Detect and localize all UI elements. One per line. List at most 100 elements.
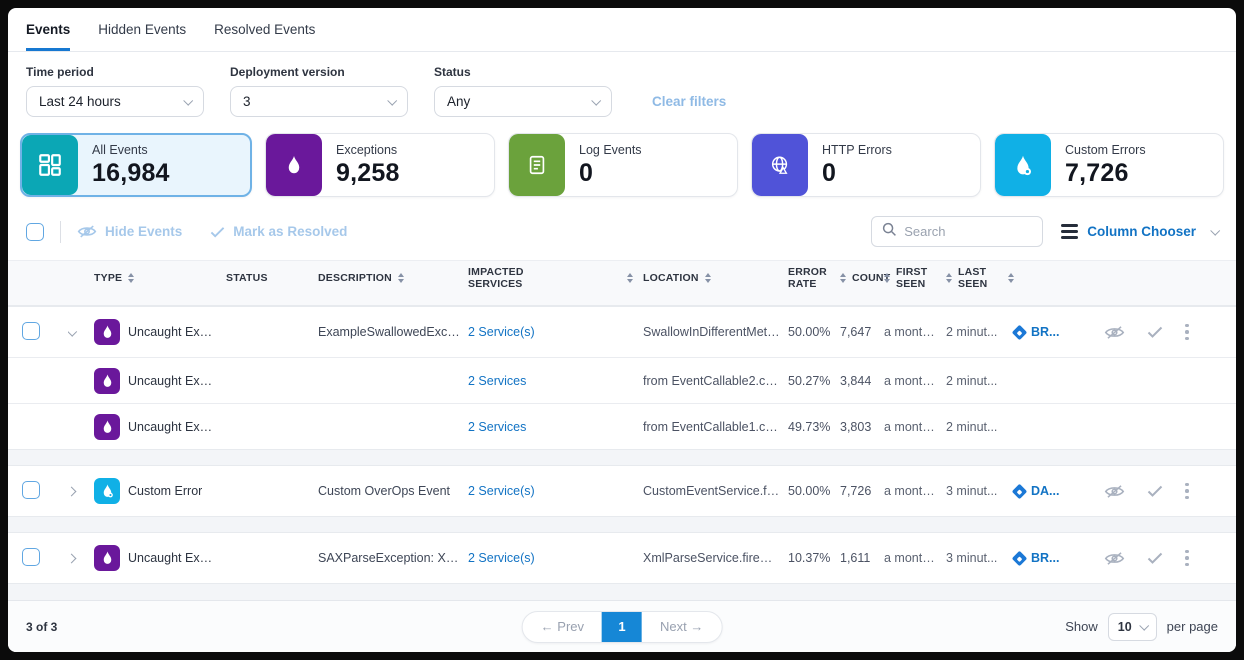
- chevron-right-icon[interactable]: [68, 553, 77, 564]
- tab-hidden-events[interactable]: Hidden Events: [98, 22, 187, 37]
- column-chooser-button[interactable]: Column Chooser: [1061, 224, 1221, 239]
- kebab-menu-icon[interactable]: [1185, 482, 1189, 500]
- pagination: ← Prev 1 Next →: [521, 610, 723, 643]
- page-size-select[interactable]: 10: [1107, 612, 1157, 641]
- column-header-impacted-services[interactable]: IMPACTED SERVICES: [468, 266, 643, 291]
- check-icon[interactable]: [1147, 326, 1163, 338]
- chevron-down-icon: [1138, 620, 1149, 631]
- hide-events-button[interactable]: Hide Events: [77, 224, 182, 239]
- page-size-value: 10: [1117, 619, 1132, 634]
- hamburger-icon: [1061, 224, 1079, 239]
- count-value: 3,803: [840, 419, 872, 434]
- sort-icon[interactable]: [128, 273, 134, 283]
- impacted-services-link[interactable]: 2 Services: [468, 419, 527, 434]
- status-filter: Status Any: [434, 65, 612, 117]
- chevron-down-icon[interactable]: [68, 326, 78, 337]
- table-subrow[interactable]: Uncaught Exce... 2 Services from EventCa…: [8, 357, 1236, 403]
- jira-icon: [1011, 483, 1028, 499]
- event-group: Uncaught Exce... SAXParseException: XML …: [8, 532, 1236, 584]
- table-row[interactable]: Uncaught Exce... SAXParseException: XML …: [8, 533, 1236, 583]
- row-checkbox[interactable]: [22, 480, 40, 499]
- sort-icon[interactable]: [627, 273, 633, 283]
- kebab-menu-icon[interactable]: [1185, 549, 1189, 567]
- flame-gear-icon: [995, 134, 1051, 196]
- card-all-events[interactable]: All Events 16,984: [20, 133, 252, 197]
- mark-resolved-button[interactable]: Mark as Resolved: [210, 224, 347, 239]
- eye-slash-icon[interactable]: [1104, 484, 1125, 499]
- exception-type-icon: [94, 367, 120, 394]
- eye-slash-icon[interactable]: [1104, 551, 1125, 566]
- event-location: XmlParseService.fireEv...: [643, 551, 784, 565]
- time-period-select[interactable]: Last 24 hours: [26, 86, 204, 117]
- event-type-label: Uncaught Exce...: [128, 325, 218, 339]
- status-label: Status: [434, 65, 471, 79]
- sort-icon[interactable]: [1008, 273, 1014, 283]
- sort-icon[interactable]: [946, 273, 952, 283]
- row-checkbox[interactable]: [22, 321, 40, 340]
- jira-ticket-link[interactable]: DA...: [1011, 483, 1084, 499]
- next-page-button[interactable]: Next →: [660, 618, 704, 634]
- count-value: 1,611: [840, 551, 871, 565]
- column-header-first-seen[interactable]: FIRST SEEN: [884, 266, 946, 291]
- tab-events[interactable]: Events: [26, 22, 71, 51]
- card-custom-errors[interactable]: Custom Errors 7,726: [994, 133, 1224, 197]
- exception-type-icon: [94, 545, 120, 571]
- sort-icon[interactable]: [884, 273, 890, 283]
- last-seen-value: 3 minut...: [946, 551, 998, 565]
- column-header-location[interactable]: LOCATION: [643, 272, 788, 285]
- eye-slash-icon[interactable]: [1104, 325, 1125, 340]
- flame-icon: [266, 134, 322, 196]
- sort-icon[interactable]: [840, 273, 846, 283]
- jira-icon: [1011, 550, 1028, 566]
- select-all-checkbox[interactable]: [26, 222, 44, 241]
- column-label: TYPE: [94, 272, 123, 284]
- column-header-status[interactable]: STATUS: [226, 272, 318, 285]
- column-label: LOCATION: [643, 272, 699, 284]
- jira-ticket-link[interactable]: BR...: [1011, 324, 1084, 340]
- tab-resolved-events[interactable]: Resolved Events: [214, 22, 316, 37]
- column-header-count[interactable]: COUNT: [840, 272, 890, 285]
- table-subrow[interactable]: Uncaught Exce... 2 Services from EventCa…: [8, 403, 1236, 449]
- chevron-down-icon: [183, 95, 194, 106]
- event-type-label: Uncaught Exce...: [128, 551, 218, 565]
- impacted-services-link[interactable]: 2 Service(s): [468, 484, 535, 498]
- kebab-menu-icon[interactable]: [1185, 323, 1189, 341]
- search-icon: [882, 222, 897, 242]
- chevron-right-icon[interactable]: [68, 486, 77, 497]
- row-checkbox[interactable]: [22, 547, 40, 566]
- table-row[interactable]: Custom Error Custom OverOps Event 2 Serv…: [8, 466, 1236, 516]
- impacted-services-link[interactable]: 2 Service(s): [468, 325, 535, 339]
- column-header-error-rate[interactable]: ERROR RATE: [788, 266, 840, 291]
- error-rate-value: 50.00%: [788, 325, 831, 339]
- status-select[interactable]: Any: [434, 86, 612, 117]
- column-header-type[interactable]: TYPE: [94, 272, 226, 285]
- card-exceptions[interactable]: Exceptions 9,258: [265, 133, 495, 197]
- count-value: 7,647: [840, 325, 872, 339]
- table-row[interactable]: Uncaught Exce... ExampleSwallowedExcepti…: [8, 307, 1236, 357]
- deployment-version-select[interactable]: 3: [230, 86, 408, 117]
- sort-icon[interactable]: [398, 273, 404, 283]
- first-seen-value: a month...: [884, 484, 940, 498]
- check-icon[interactable]: [1147, 552, 1163, 564]
- tab-bar: Events Hidden Events Resolved Events: [8, 8, 1236, 52]
- card-value: 0: [579, 158, 594, 187]
- search-input[interactable]: [904, 224, 1020, 239]
- error-rate-value: 50.00%: [788, 484, 831, 498]
- current-page-button[interactable]: 1: [602, 611, 642, 642]
- jira-ticket-link[interactable]: BR...: [1011, 550, 1084, 566]
- card-http-errors[interactable]: HTTP Errors 0: [751, 133, 981, 197]
- card-value: 7,726: [1065, 158, 1129, 187]
- impacted-services-link[interactable]: 2 Services: [468, 373, 527, 388]
- clear-filters-button[interactable]: Clear filters: [652, 94, 727, 109]
- event-description: SAXParseException: XML d...: [318, 551, 468, 565]
- column-header-description[interactable]: DESCRIPTION: [318, 272, 468, 285]
- card-log-events[interactable]: Log Events 0: [508, 133, 738, 197]
- column-header-last-seen[interactable]: LAST SEEN: [946, 266, 1014, 291]
- jira-ticket-label: BR...: [1031, 325, 1060, 339]
- prev-page-button[interactable]: ← Prev: [540, 618, 584, 634]
- count-value: 7,726: [840, 484, 872, 498]
- check-icon[interactable]: [1147, 485, 1163, 497]
- impacted-services-link[interactable]: 2 Service(s): [468, 551, 535, 565]
- sort-icon[interactable]: [705, 273, 711, 283]
- column-label: LAST SEEN: [958, 265, 988, 291]
